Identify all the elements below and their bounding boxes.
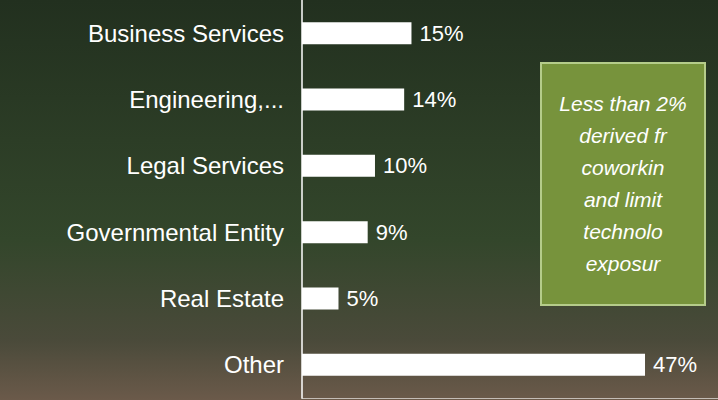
- html-text:coworkin: coworkin: [581, 156, 665, 179]
- svg-text:9%: 9%: [376, 220, 408, 245]
- html-text:derived fr: derived fr: [579, 124, 667, 147]
- html-text:and limit: and limit: [583, 188, 663, 211]
- svg-text:47%: 47%: [653, 352, 697, 377]
- svg-text:Legal Services: Legal Services: [127, 152, 284, 179]
- svg-text:Business Services: Business Services: [88, 20, 284, 47]
- svg-text:15%: 15%: [419, 21, 463, 46]
- html-text:Less than 2%: Less than 2%: [559, 92, 687, 115]
- svg-text:10%: 10%: [383, 153, 427, 178]
- svg-text:Other: Other: [224, 351, 284, 378]
- html-text:exposur: exposur: [585, 252, 661, 275]
- svg-text:Engineering,...: Engineering,...: [129, 86, 284, 113]
- svg-text:5%: 5%: [346, 286, 378, 311]
- html-text:technolo: technolo: [583, 220, 663, 243]
- svg-text:14%: 14%: [412, 87, 456, 112]
- svg-text:Governmental Entity: Governmental Entity: [67, 219, 284, 246]
- svg-text:Real Estate: Real Estate: [160, 285, 284, 312]
